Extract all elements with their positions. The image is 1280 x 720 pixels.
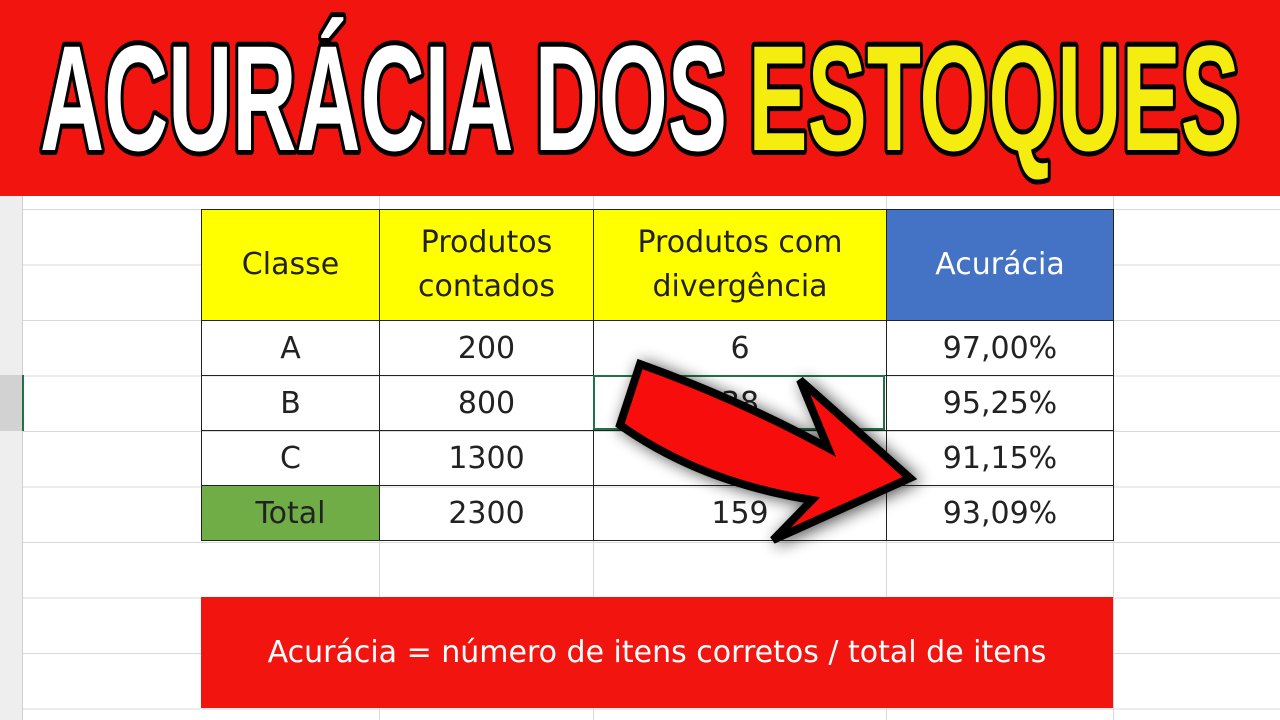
title-part1: ACURÁCIA DOS <box>40 14 727 182</box>
row-headers <box>0 196 23 720</box>
formula-box: Acurácia = número de itens corretos / to… <box>201 597 1113 708</box>
selected-row-header[interactable] <box>0 375 24 431</box>
formula-text: Acurácia = número de itens corretos / to… <box>267 635 1047 670</box>
header-divergencia[interactable]: Produtos com divergência <box>593 209 887 321</box>
header-classe[interactable]: Classe <box>201 209 380 321</box>
cell[interactable]: Total <box>201 485 380 541</box>
cell[interactable]: 2300 <box>379 485 594 541</box>
table-row-total: Total 2300 159 93,09% <box>201 485 1114 541</box>
cell[interactable]: A <box>201 320 380 376</box>
title-highlight: ESTOQUES <box>748 14 1240 182</box>
cell[interactable]: 93,09% <box>886 485 1114 541</box>
title-banner: ACURÁCIA DOSESTOQUES <box>0 0 1280 196</box>
cell[interactable]: C <box>201 430 380 486</box>
cell[interactable]: 95,25% <box>886 375 1114 431</box>
cell[interactable]: B <box>201 375 380 431</box>
column-divider <box>1113 196 1114 720</box>
cell[interactable]: 97,00% <box>886 320 1114 376</box>
header-acuracia[interactable]: Acurácia <box>886 209 1114 321</box>
arrow-shape <box>615 358 918 544</box>
cell[interactable]: 200 <box>379 320 594 376</box>
svg-text:ACURÁCIA DOSESTOQUES: ACURÁCIA DOSESTOQUES <box>40 14 1240 182</box>
cell[interactable]: 800 <box>379 375 594 431</box>
cell[interactable]: 1300 <box>379 430 594 486</box>
title: ACURÁCIA DOSESTOQUES <box>35 9 1245 187</box>
cell[interactable]: 91,15% <box>886 430 1114 486</box>
